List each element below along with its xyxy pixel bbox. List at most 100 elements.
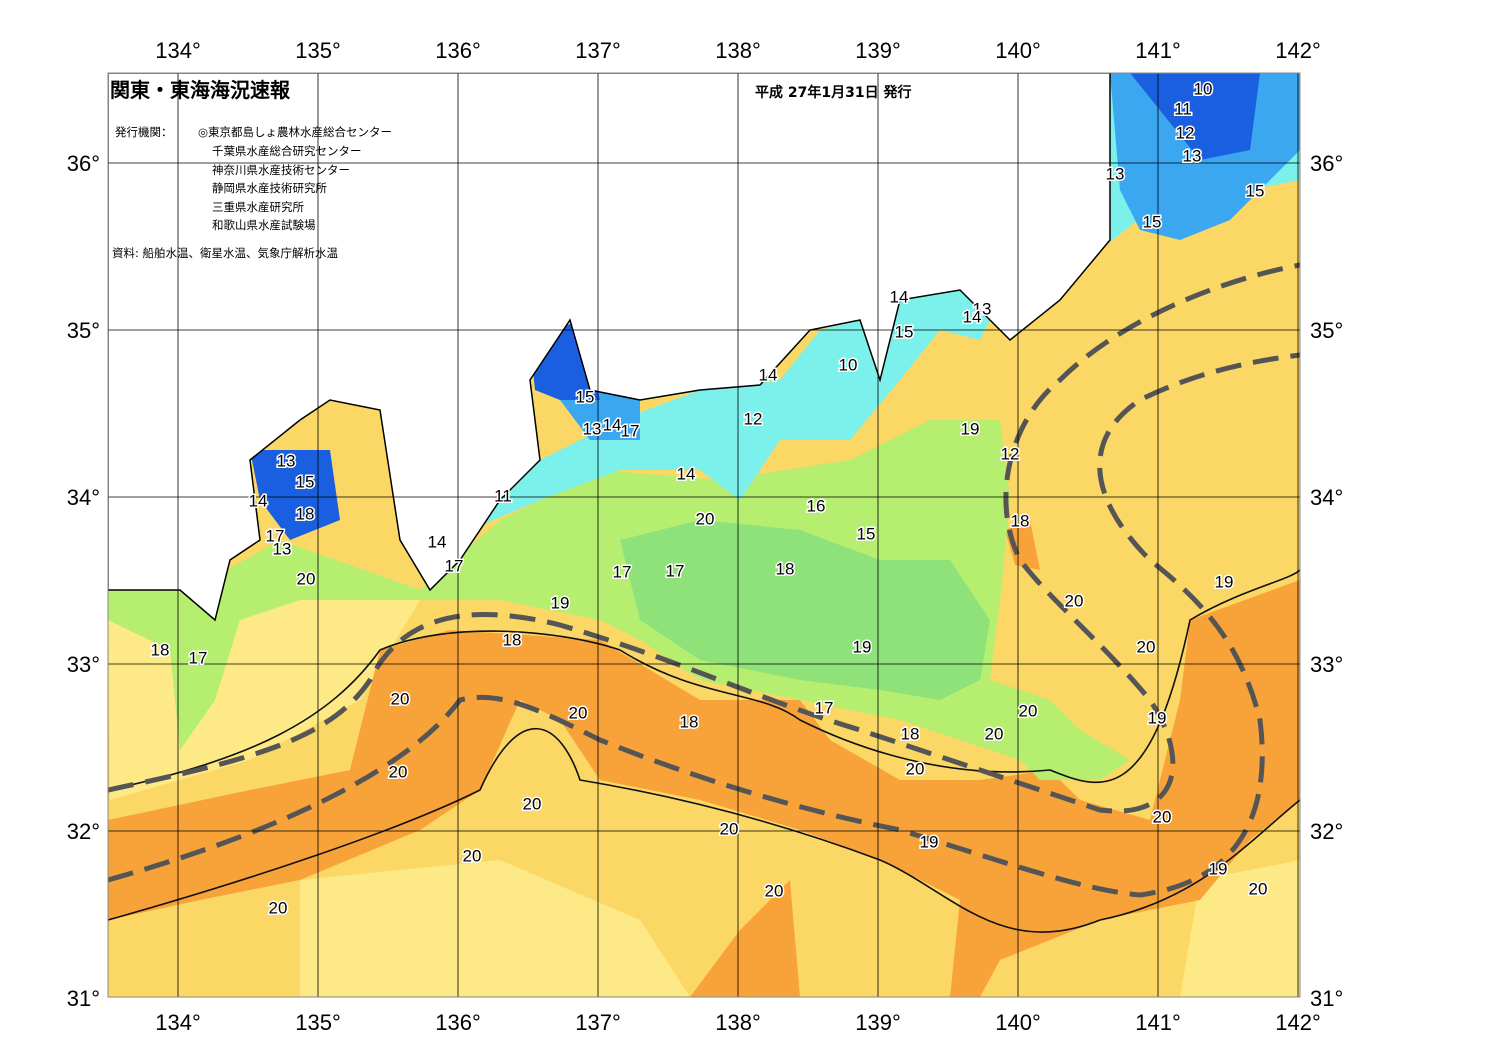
contour-label: 20 [765, 881, 784, 900]
latitude-label: 31° [1310, 986, 1343, 1011]
contour-label: 14 [603, 415, 622, 434]
contour-label: 17 [266, 526, 285, 545]
issue-date: 平成 27年1月31日 発行 [755, 84, 911, 101]
contour-label: 15 [296, 472, 315, 491]
map-frame [107, 72, 1301, 998]
contour-label: 14 [677, 464, 696, 483]
longitude-label: 139° [855, 1010, 901, 1035]
contour-label: 12 [1001, 444, 1020, 463]
contour-label: 16 [807, 496, 826, 515]
contour-label: 19 [961, 419, 980, 438]
isotherm [108, 569, 1300, 791]
title: 関東・東海海況速報 [110, 78, 291, 102]
longitude-label: 136° [435, 38, 481, 63]
contour-label: 20 [696, 509, 715, 528]
contour-label: 15 [576, 387, 595, 406]
contour-label: 20 [463, 846, 482, 865]
contour-label: 13 [1106, 164, 1125, 183]
latitude-label: 34° [67, 485, 100, 510]
longitude-label: 139° [855, 38, 901, 63]
contour-label: 20 [297, 569, 316, 588]
contour-label: 20 [1137, 637, 1156, 656]
sea-green-dark [620, 520, 990, 700]
latitude-label: 31° [67, 986, 100, 1011]
agency: 和歌山県水産試験場 [212, 218, 316, 232]
contour-label: 19 [1209, 859, 1228, 878]
contour-label: 15 [857, 524, 876, 543]
longitude-label: 141° [1135, 1010, 1181, 1035]
agency: 静岡県水産技術研究所 [212, 181, 327, 195]
contour-label: 18 [1011, 511, 1030, 530]
longitude-label: 142° [1275, 38, 1321, 63]
contour-label: 17 [815, 698, 834, 717]
longitude-label: 135° [295, 38, 341, 63]
longitude-label: 141° [1135, 38, 1181, 63]
contour-label: 17 [189, 648, 208, 667]
longitude-label: 140° [995, 1010, 1041, 1035]
contour-label: 10 [839, 355, 858, 374]
contour-label: 14 [890, 287, 909, 306]
contour-label: 18 [151, 640, 170, 659]
kuroshio-axis [108, 352, 1300, 898]
graticule [108, 73, 1300, 997]
contour-label: 14 [249, 491, 268, 510]
longitude-label: 136° [435, 1010, 481, 1035]
contour-label: 18 [296, 504, 315, 523]
contour-label: 12 [744, 409, 763, 428]
longitude-label: 142° [1275, 1010, 1321, 1035]
longitude-label: 137° [575, 1010, 621, 1035]
contour-label: 13 [583, 419, 602, 438]
contour-label: 19 [853, 637, 872, 656]
contour-label: 20 [906, 759, 925, 778]
contour-label: 13 [973, 299, 992, 318]
contour-label: 17 [445, 556, 464, 575]
contour-label: 20 [523, 794, 542, 813]
contour-label: 14 [428, 532, 447, 551]
agency: 千葉県水産総合研究センター [212, 144, 362, 158]
latitude-label: 32° [1310, 819, 1343, 844]
longitude-label: 134° [155, 1010, 201, 1035]
longitude-label: 137° [575, 38, 621, 63]
longitude-label: 138° [715, 38, 761, 63]
latitude-label: 34° [1310, 485, 1343, 510]
contour-label: 20 [985, 724, 1004, 743]
longitude-label: 140° [995, 38, 1041, 63]
contour-label: 17 [621, 421, 640, 440]
contour-label: 20 [720, 819, 739, 838]
latitude-label: 35° [1310, 318, 1343, 343]
contour-label: 10 [1194, 79, 1213, 98]
agency: ◎東京都島しょ農林水産総合センター [198, 125, 392, 139]
contour-label: 20 [1249, 879, 1268, 898]
contour-label: 17 [666, 561, 685, 580]
latitude-label: 36° [1310, 151, 1343, 176]
contour-label: 20 [1065, 591, 1084, 610]
longitude-label: 134° [155, 38, 201, 63]
longitude-label: 135° [295, 1010, 341, 1035]
latitude-label: 33° [1310, 652, 1343, 677]
latitude-label: 33° [67, 652, 100, 677]
agency: 三重県水産研究所 [212, 200, 304, 214]
contour-label: 18 [901, 724, 920, 743]
contour-label: 20 [569, 703, 588, 722]
contour-label: 11 [494, 486, 512, 505]
contour-label: 15 [1143, 212, 1162, 231]
latitude-label: 35° [67, 318, 100, 343]
contour-label: 20 [1019, 701, 1038, 720]
agency: 神奈川県水産技術センター [212, 163, 350, 177]
contour-label: 13 [273, 539, 292, 558]
contour-label: 14 [759, 365, 778, 384]
latitude-label: 32° [67, 819, 100, 844]
sea-light [108, 590, 1300, 997]
contour-label: 20 [389, 762, 408, 781]
contour-label: 19 [1215, 572, 1234, 591]
latitude-label: 36° [67, 151, 100, 176]
contour-label: 13 [1183, 146, 1202, 165]
contour-label: 11 [1174, 99, 1192, 118]
contour-label: 20 [1153, 807, 1172, 826]
contour-label: 20 [269, 898, 288, 917]
contour-label: 19 [551, 593, 570, 612]
agencies-label: 発行機関： [115, 125, 173, 139]
